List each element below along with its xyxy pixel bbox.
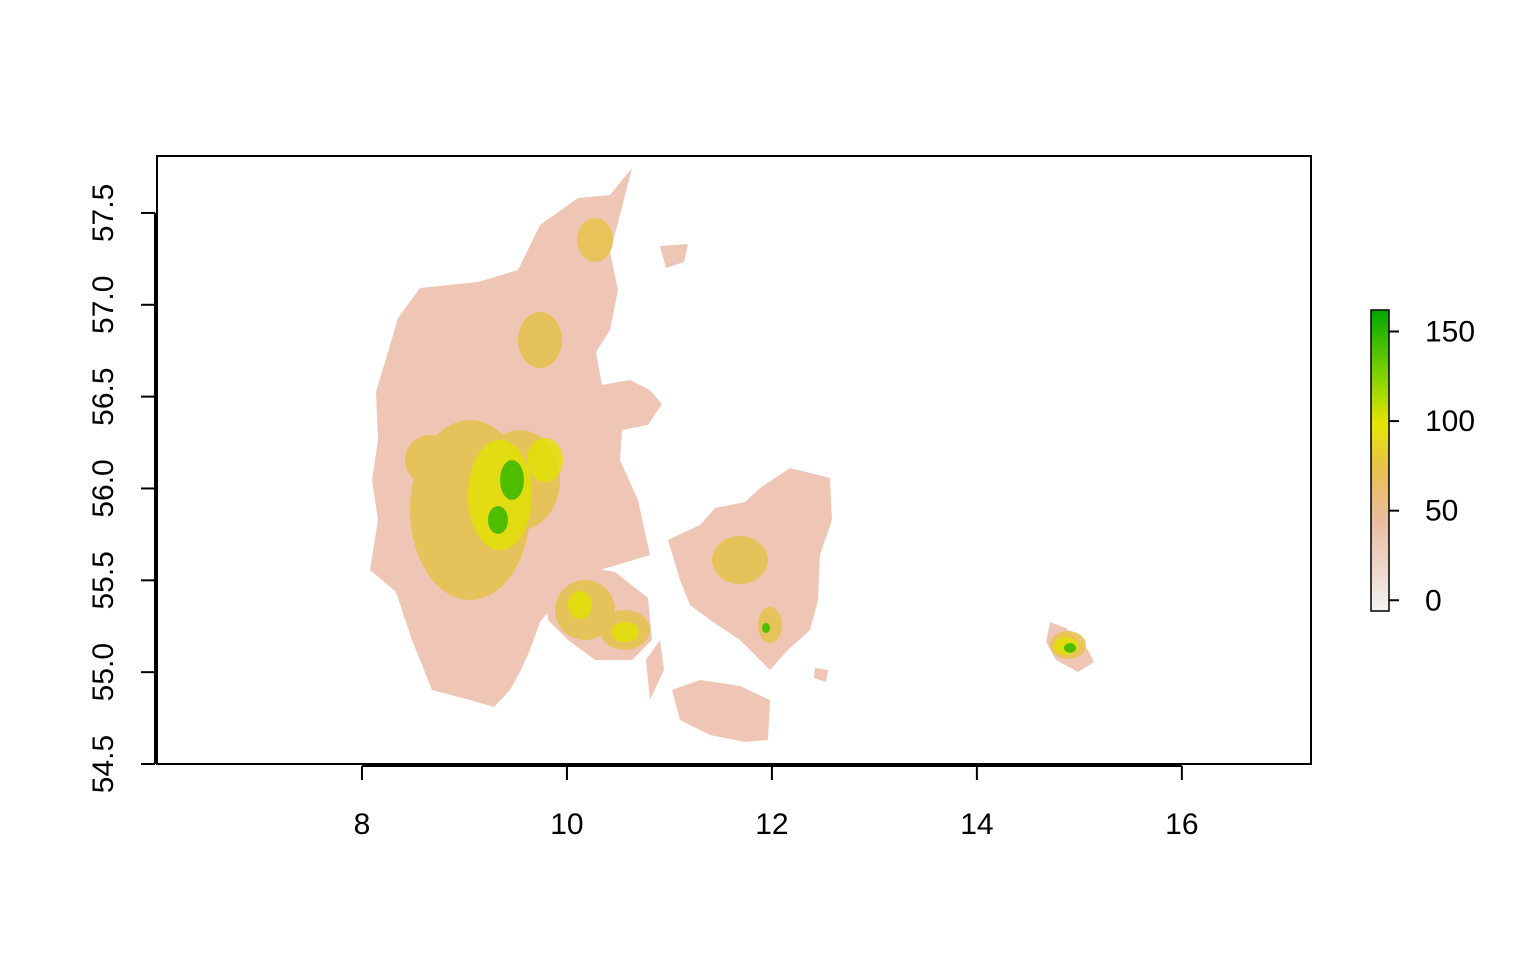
x-axis: 8 10 12 14 16 bbox=[354, 765, 1199, 841]
langeland-land bbox=[646, 640, 664, 700]
lolland-land bbox=[672, 680, 770, 742]
y-tick-label: 56.5 bbox=[87, 367, 120, 425]
legend-tick-label: 150 bbox=[1425, 316, 1475, 349]
y-axis: 54.5 55.0 55.5 56.0 56.5 57.0 57.5 bbox=[87, 184, 156, 793]
legend-ticks: 0 50 100 150 bbox=[1389, 316, 1475, 617]
legend-tick-label: 50 bbox=[1425, 495, 1458, 528]
y-tick-label: 56.0 bbox=[87, 459, 120, 517]
x-tick-label: 10 bbox=[550, 808, 583, 841]
x-tick-label: 16 bbox=[1165, 808, 1198, 841]
legend-tick-label: 100 bbox=[1425, 405, 1475, 438]
elevation-legend: 0 50 100 150 bbox=[1370, 309, 1475, 617]
x-tick-label: 8 bbox=[354, 808, 371, 841]
y-tick-label: 54.5 bbox=[87, 735, 120, 793]
plot-frame bbox=[156, 155, 1312, 765]
y-tick-label: 55.5 bbox=[87, 551, 120, 609]
peak-green bbox=[488, 460, 1076, 653]
x-tick-label: 14 bbox=[960, 808, 993, 841]
x-tick-label: 12 bbox=[755, 808, 788, 841]
legend-colorbar bbox=[1370, 309, 1390, 612]
anholt-land bbox=[660, 244, 688, 268]
y-tick-label: 57.5 bbox=[87, 184, 120, 242]
legend-tick-label: 0 bbox=[1425, 584, 1442, 617]
y-tick-label: 57.0 bbox=[87, 276, 120, 334]
y-tick-label: 55.0 bbox=[87, 643, 120, 701]
moen-land bbox=[814, 668, 828, 682]
